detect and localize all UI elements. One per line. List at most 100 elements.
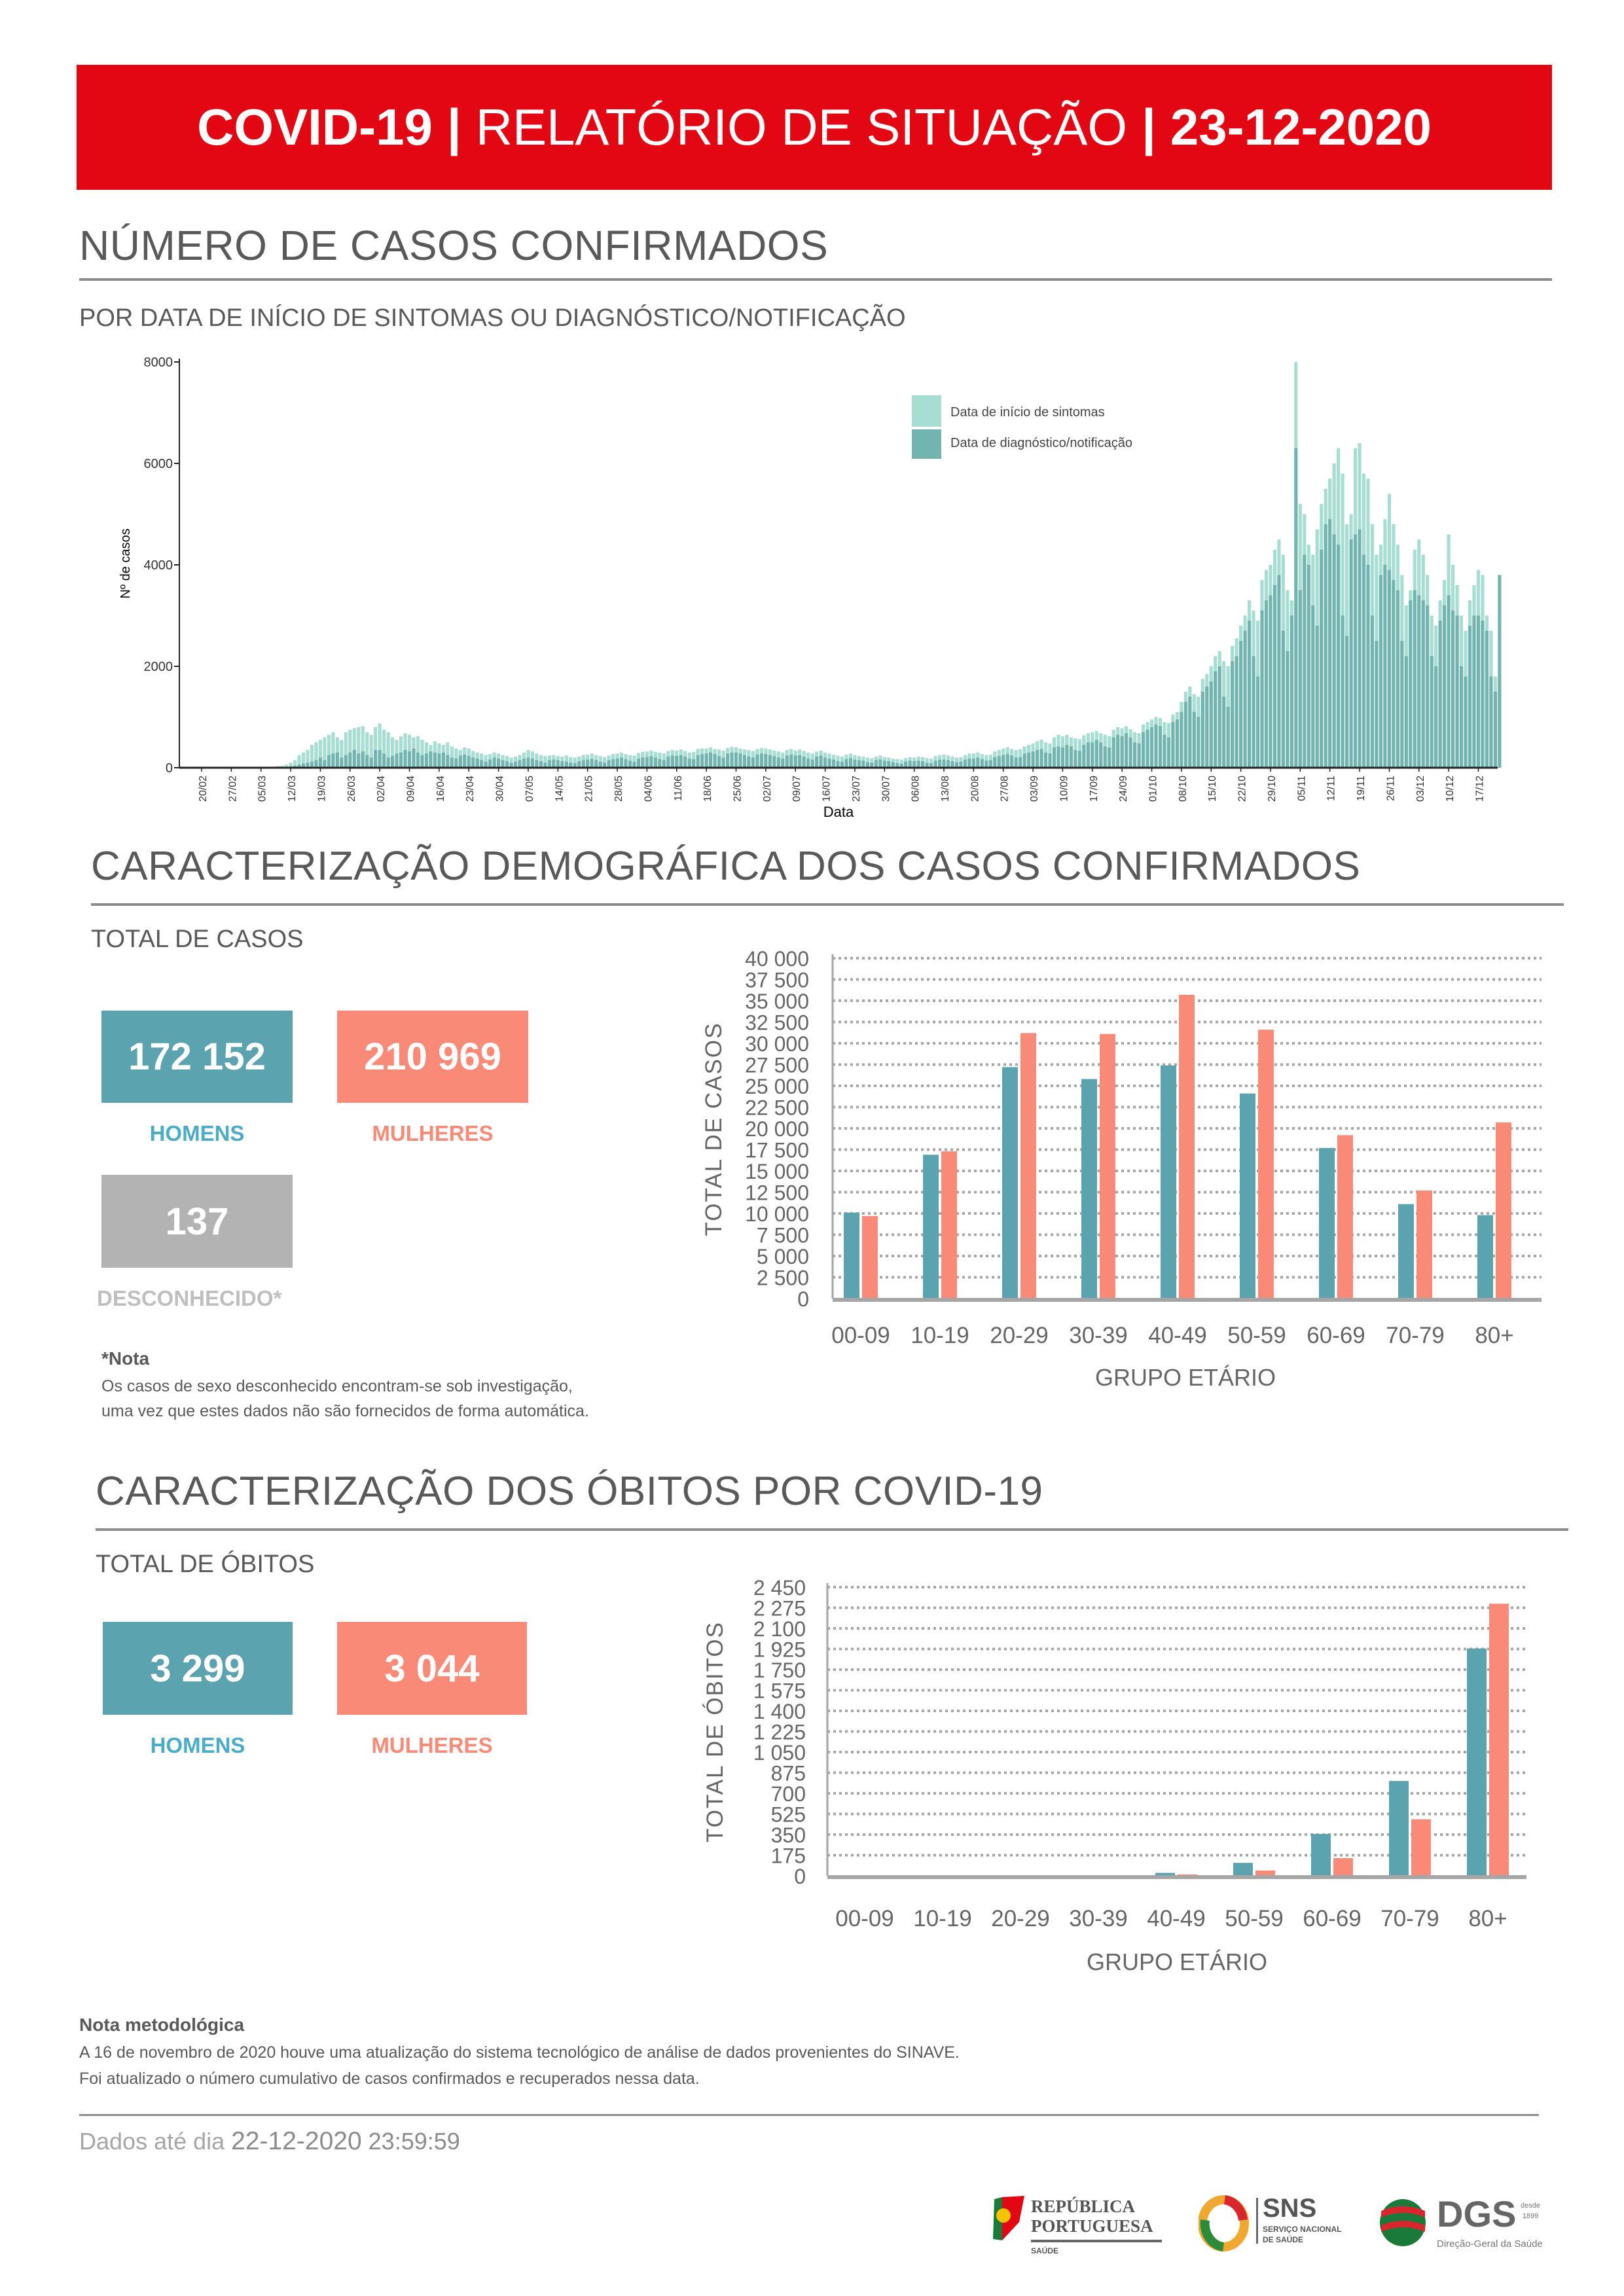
x-tick-label: 09/04 [406,776,417,802]
onset-bar [314,742,318,768]
onset-bar [416,736,420,768]
onset-bar [450,746,454,768]
notification-bar [734,752,738,768]
notification-bar [1171,722,1175,768]
y-tick-label: 1 050 [753,1741,806,1765]
women-bar [1333,1858,1353,1876]
notification-bar [810,759,814,768]
logo-text: SERVIÇO NACIONAL [1263,2225,1342,2234]
notification-bar [1128,737,1132,768]
notification-bar [1103,746,1107,768]
notification-bar [454,759,458,768]
y-tick-label: 875 [771,1762,806,1785]
notification-bar [815,756,819,768]
x-tick-label: 10/09 [1058,776,1070,802]
note-line: uma vez que estes dados não são fornecid… [101,1402,589,1420]
notification-bar [598,761,602,768]
notification-bar [1039,749,1043,768]
notification-bar [433,752,437,768]
notification-bar [831,759,836,768]
notification-bar [297,764,301,768]
notification-bar [1120,736,1124,768]
notification-bar [327,755,331,768]
notification-bar [1069,746,1073,768]
total-cases-label: TOTAL DE CASOS [91,925,304,953]
men-label: HOMENS [150,1733,245,1757]
notification-bar [564,761,568,768]
notification-bar [407,751,412,768]
notification-bar [823,757,827,768]
notification-bar [636,759,641,768]
onset-bar [301,752,306,768]
notification-bar [386,757,390,768]
notification-bar [471,757,475,768]
x-tick-label: 09/07 [791,776,803,802]
notification-bar [861,761,865,768]
onset-bar [348,729,352,768]
notification-bar [967,759,971,768]
onset-bar [310,745,314,768]
notification-bar [1247,620,1252,768]
notification-bar [827,759,831,768]
x-category-label: 30-39 [1069,1906,1128,1931]
notification-bar [1197,717,1200,768]
notification-bar [1421,600,1425,768]
notification-bar [645,757,649,768]
y-tick-label: 15 000 [745,1160,809,1183]
sns-logo: SNS SERVIÇO NACIONAL DE SAÚDE [1199,2194,1349,2259]
x-axis-title: GRUPO ETÁRIO [1095,1364,1276,1391]
x-tick-label: 12/03 [287,776,298,802]
notification-bar [361,751,365,768]
notification-bar [547,760,551,768]
notification-bar [1353,534,1358,768]
x-tick-label: 29/10 [1267,776,1278,802]
notification-bar [1205,687,1209,768]
notification-bar [488,759,492,768]
notification-bar [997,756,1001,768]
notification-bar [522,759,526,768]
notification-bar [1455,615,1459,768]
notification-bar [513,761,518,768]
notification-bar [980,759,984,768]
notification-bar [586,759,590,768]
notification-bar [1022,753,1026,768]
notification-bar [747,756,751,768]
y-tick-label: 1 925 [753,1638,806,1662]
notification-bar [1311,605,1315,768]
notification-bar [1417,595,1421,768]
notification-bar [1209,681,1213,768]
notification-bar [1243,630,1247,768]
notification-bar [844,759,848,768]
notification-bar [675,756,679,768]
women-bar [862,1215,878,1299]
x-tick-label: 03/12 [1415,776,1426,802]
notification-bar [619,757,624,768]
notification-bar [1001,755,1005,768]
data-cutoff-date: 22-12-2020 [231,2127,362,2155]
notification-bar [878,759,882,768]
notification-bar [904,761,908,768]
women-bar [1337,1135,1353,1299]
notification-bar [1320,549,1324,768]
notification-bar [1027,752,1031,768]
x-category-label: 70-79 [1386,1323,1445,1348]
notification-bar [806,759,810,768]
onset-bar [280,765,284,768]
notification-bar [1019,757,1022,768]
notification-bar [1231,661,1235,768]
notification-bar [1345,636,1349,768]
men-bar [1155,1873,1175,1876]
total-deaths-label: TOTAL DE ÓBITOS [96,1551,315,1578]
onset-bar [361,726,365,768]
legend-swatch-notification [912,429,941,459]
onset-bar [632,755,636,768]
notification-bar [1349,539,1353,768]
notification-bar [908,761,912,768]
x-tick-label: 17/12 [1474,776,1485,802]
section-title-deaths: CARACTERIZAÇÃO DOS ÓBITOS POR COVID-19 [96,1469,1043,1514]
notification-bar [1111,737,1115,768]
notification-bar [666,756,670,768]
notification-bar [1188,696,1192,768]
notification-bar [497,759,501,768]
notification-bar [755,754,759,768]
